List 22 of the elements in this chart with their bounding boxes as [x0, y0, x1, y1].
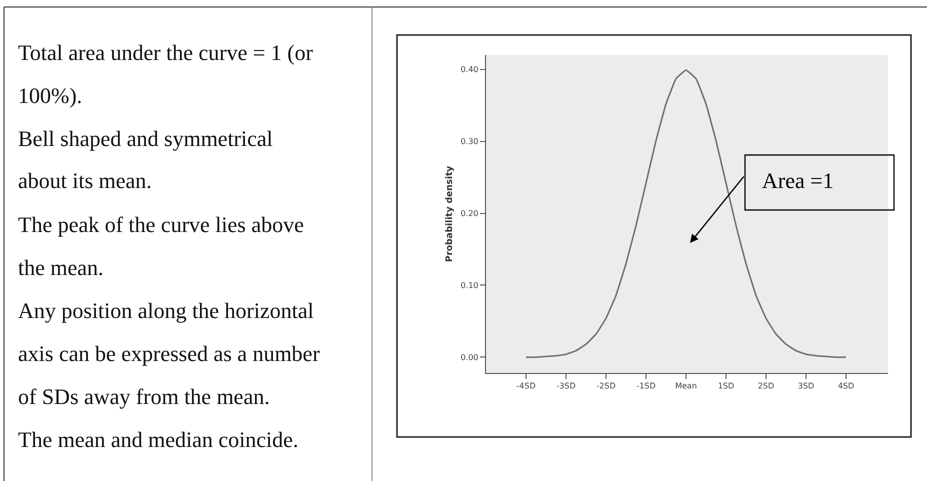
y-axis-title: Probability density	[444, 166, 455, 262]
line-series	[525, 69, 847, 358]
text: The peak of the curve lies above the mean.	[18, 212, 304, 280]
annotation: Area =1	[762, 168, 834, 193]
x-tick-label: 2SD	[758, 382, 774, 391]
x-tick-label: 1SD	[718, 382, 734, 391]
x-tick-label: Mean	[675, 382, 697, 391]
x-tick-label: 4SD	[838, 382, 854, 391]
y-tick-label: 0.30	[460, 137, 478, 146]
text: Any position along the horizontal axis can be expressed as a number of SDs away from the mean.	[18, 298, 320, 409]
y-tick-label: 0.00	[460, 352, 478, 362]
x-tick-label: -3SD	[556, 382, 576, 391]
x-tick-label: -4SD	[516, 382, 536, 391]
text: The mean and median coincide.	[18, 427, 298, 452]
text: Total area under the curve = 1 (or 100%).	[18, 40, 314, 108]
x-tick-label: 3SD	[798, 382, 814, 391]
text: Bell shaped and symmetrical about its mean.	[18, 126, 273, 193]
y-tick-label: 0.10	[460, 281, 478, 290]
x-tick-label: -1SD	[636, 382, 656, 391]
y-tick-label: 0.20	[460, 209, 478, 218]
x-tick-label: -2SD	[596, 382, 616, 391]
y-tick-label: 0.40	[460, 65, 478, 74]
